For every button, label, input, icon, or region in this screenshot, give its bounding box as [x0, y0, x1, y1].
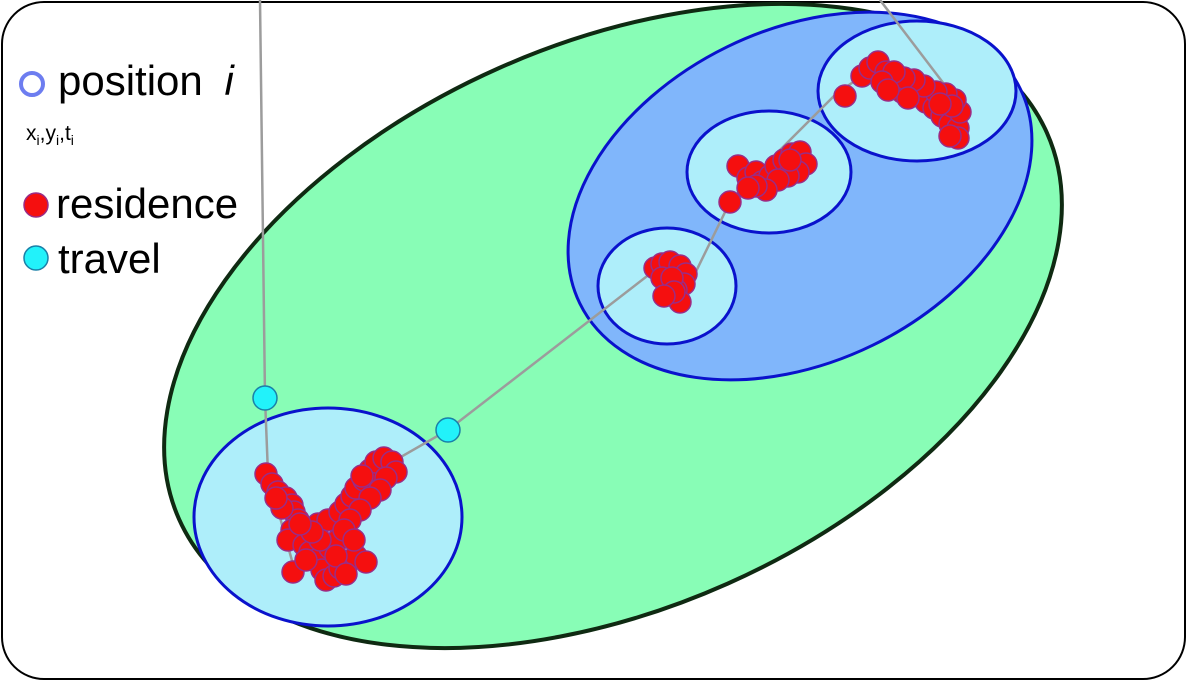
- legend-travel-label: travel: [58, 235, 161, 282]
- residence-point: [652, 284, 676, 308]
- travel-marker-icon: [23, 245, 49, 271]
- legend: position i xi,yi,ti residence travel: [19, 57, 238, 282]
- travel-point: [252, 385, 278, 411]
- legend-position-label: position: [58, 57, 203, 104]
- residence-point: [294, 548, 318, 572]
- svg-text:position i: position i: [58, 57, 235, 104]
- residence-point: [778, 148, 802, 172]
- residence-point: [896, 86, 920, 110]
- residence-point: [288, 512, 312, 536]
- residence-point: [833, 84, 857, 108]
- legend-residence-label: residence: [56, 180, 238, 227]
- residence-point: [334, 562, 358, 586]
- residence-point: [350, 464, 374, 488]
- residence-point: [736, 176, 760, 200]
- residence-point: [342, 528, 366, 552]
- travel-point: [435, 417, 461, 443]
- legend-coordinates: xi,yi,ti: [26, 122, 74, 148]
- residence-point: [324, 544, 348, 568]
- residence-point: [354, 550, 378, 574]
- residence-points: [254, 50, 972, 592]
- travel-points: [252, 385, 461, 443]
- position-marker-icon: [19, 71, 45, 97]
- residence-point: [264, 486, 288, 510]
- legend-position-var: i: [224, 57, 235, 104]
- residence-point: [876, 78, 900, 102]
- residence-point: [718, 190, 742, 214]
- residence-point: [928, 92, 952, 116]
- residence-point: [938, 124, 962, 148]
- residence-marker-icon: [23, 192, 49, 218]
